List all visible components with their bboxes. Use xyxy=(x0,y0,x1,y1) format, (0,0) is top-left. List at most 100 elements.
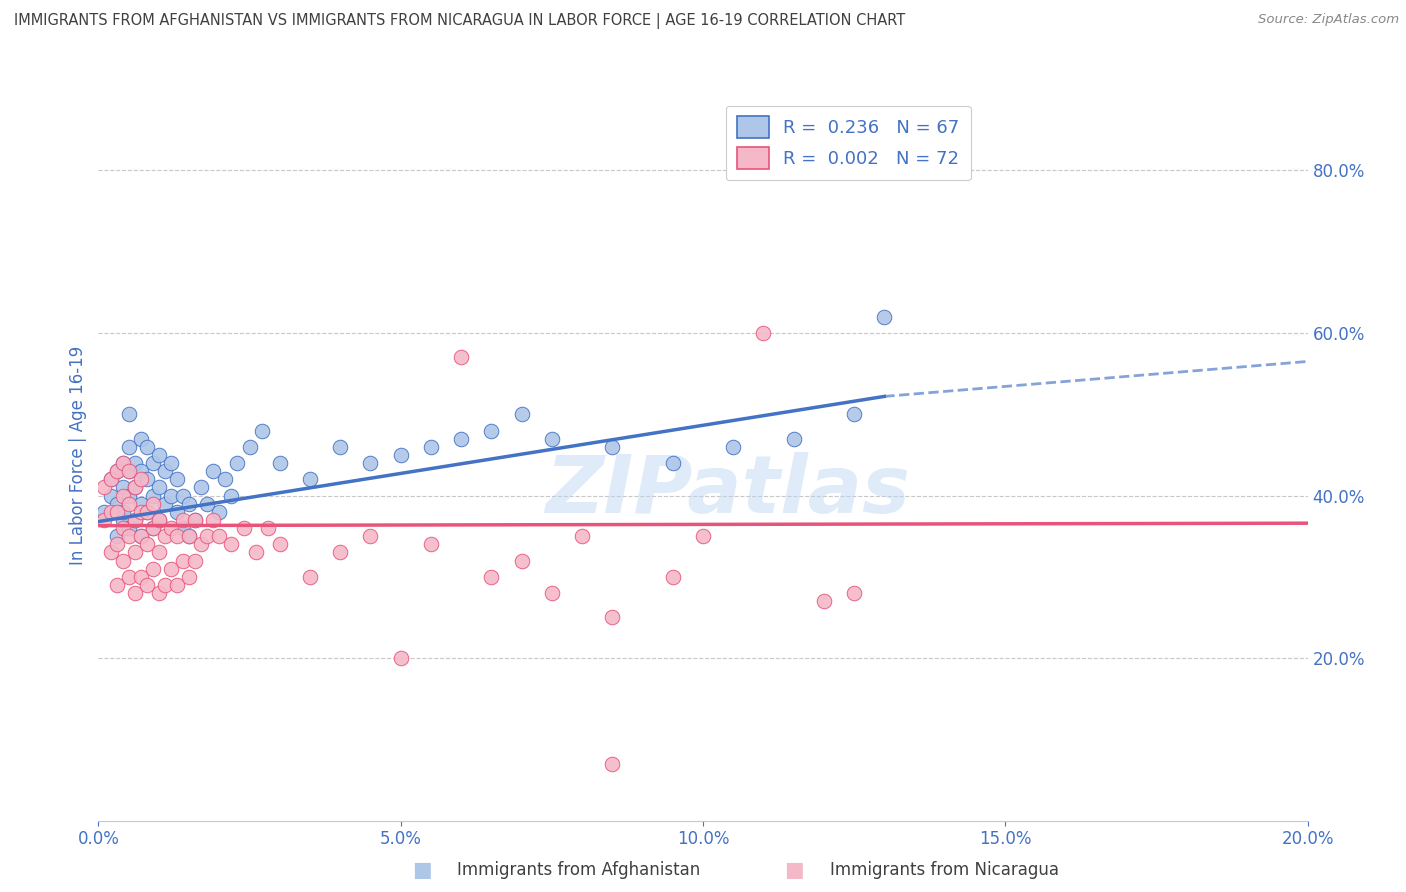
Point xyxy=(105,497,128,511)
Text: ■: ■ xyxy=(412,860,432,880)
Point xyxy=(450,432,472,446)
Point xyxy=(148,586,170,600)
Point xyxy=(153,578,176,592)
Point xyxy=(153,497,176,511)
Point xyxy=(160,562,183,576)
Point xyxy=(129,472,152,486)
Point xyxy=(571,529,593,543)
Point xyxy=(148,513,170,527)
Point xyxy=(256,521,278,535)
Text: Source: ZipAtlas.com: Source: ZipAtlas.com xyxy=(1258,13,1399,27)
Point xyxy=(221,489,243,503)
Point xyxy=(184,553,207,567)
Point xyxy=(166,472,188,486)
Point xyxy=(142,521,165,535)
Point xyxy=(148,480,170,494)
Point xyxy=(208,529,231,543)
Point xyxy=(129,529,152,543)
Point xyxy=(177,497,201,511)
Point xyxy=(111,553,134,567)
Point xyxy=(602,610,624,624)
Point xyxy=(540,586,562,600)
Point xyxy=(813,594,835,608)
Point xyxy=(135,440,157,454)
Point xyxy=(661,570,683,584)
Point xyxy=(419,440,441,454)
Point xyxy=(135,537,157,551)
Point xyxy=(124,513,146,527)
Point xyxy=(100,472,122,486)
Point xyxy=(166,505,188,519)
Point xyxy=(124,456,146,470)
Point xyxy=(105,529,128,543)
Point xyxy=(221,537,243,551)
Point xyxy=(100,505,122,519)
Point xyxy=(172,489,194,503)
Point xyxy=(172,553,194,567)
Point xyxy=(214,472,236,486)
Point xyxy=(148,545,170,559)
Point xyxy=(129,464,152,478)
Point xyxy=(142,497,165,511)
Point xyxy=(873,310,896,324)
Point xyxy=(105,537,128,551)
Point xyxy=(782,432,804,446)
Point xyxy=(389,651,412,665)
Point xyxy=(172,513,194,527)
Point xyxy=(105,464,128,478)
Point xyxy=(118,570,141,584)
Point xyxy=(118,464,141,478)
Point xyxy=(129,570,152,584)
Point xyxy=(184,513,207,527)
Point xyxy=(142,562,165,576)
Point xyxy=(142,456,165,470)
Point xyxy=(129,505,152,519)
Point xyxy=(166,578,188,592)
Point xyxy=(202,513,225,527)
Point xyxy=(177,529,201,543)
Point xyxy=(105,505,128,519)
Point xyxy=(153,529,176,543)
Point xyxy=(142,489,165,503)
Point xyxy=(93,480,115,494)
Point xyxy=(166,529,188,543)
Point xyxy=(160,456,183,470)
Point xyxy=(177,570,201,584)
Point xyxy=(250,424,273,438)
Point xyxy=(360,456,382,470)
Legend: R =  0.236   N = 67, R =  0.002   N = 72: R = 0.236 N = 67, R = 0.002 N = 72 xyxy=(725,105,970,180)
Point xyxy=(111,456,134,470)
Point xyxy=(111,480,134,494)
Text: Immigrants from Nicaragua: Immigrants from Nicaragua xyxy=(830,861,1059,879)
Text: IMMIGRANTS FROM AFGHANISTAN VS IMMIGRANTS FROM NICARAGUA IN LABOR FORCE | AGE 16: IMMIGRANTS FROM AFGHANISTAN VS IMMIGRANT… xyxy=(14,13,905,29)
Point xyxy=(269,456,291,470)
Point xyxy=(195,529,218,543)
Text: Immigrants from Afghanistan: Immigrants from Afghanistan xyxy=(457,861,700,879)
Text: ZIPatlas: ZIPatlas xyxy=(544,452,910,531)
Point xyxy=(118,497,141,511)
Point xyxy=(100,472,122,486)
Point xyxy=(481,424,503,438)
Point xyxy=(124,586,146,600)
Point xyxy=(661,456,683,470)
Point xyxy=(135,472,157,486)
Point xyxy=(721,440,744,454)
Text: ■: ■ xyxy=(785,860,804,880)
Y-axis label: In Labor Force | Age 16-19: In Labor Force | Age 16-19 xyxy=(69,345,87,565)
Point xyxy=(329,440,352,454)
Point xyxy=(124,513,146,527)
Point xyxy=(105,578,128,592)
Point xyxy=(118,440,141,454)
Point xyxy=(160,489,183,503)
Point xyxy=(202,464,225,478)
Point xyxy=(93,513,115,527)
Point xyxy=(190,537,212,551)
Point xyxy=(602,756,624,771)
Point xyxy=(184,513,207,527)
Point xyxy=(195,497,218,511)
Point xyxy=(124,480,146,494)
Point xyxy=(93,505,115,519)
Point xyxy=(129,497,152,511)
Point xyxy=(111,456,134,470)
Point xyxy=(105,464,128,478)
